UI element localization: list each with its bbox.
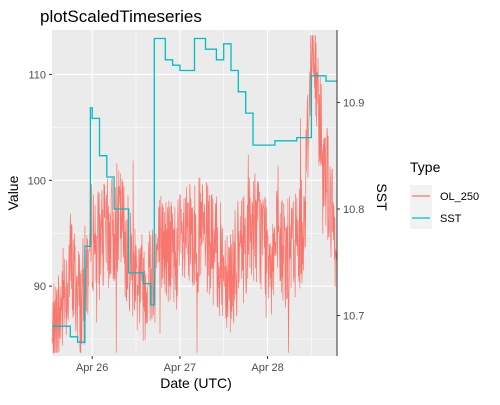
y2-axis-label: SST xyxy=(374,183,390,211)
axis-layer: 90 100 110 10.7 10.8 10.9 Apr 26 Apr 27 Apr 28 xyxy=(28,30,364,374)
y2-tick-label: 10.8 xyxy=(343,204,364,216)
y-axis-label: Value xyxy=(5,175,21,210)
chart-title: plotScaledTimeseries xyxy=(40,7,202,26)
series-line-sst xyxy=(52,37,337,343)
y2-tick-label: 10.9 xyxy=(343,97,364,109)
legend: Type OL_250 SST xyxy=(410,159,479,229)
y2-tick-label: 10.7 xyxy=(343,311,364,323)
x-tick-label: Apr 26 xyxy=(76,362,108,374)
y-tick-label: 100 xyxy=(28,175,46,187)
legend-label-ol250: OL_250 xyxy=(440,191,479,203)
y-tick-label: 90 xyxy=(34,281,46,293)
series-layer xyxy=(51,35,338,354)
legend-title: Type xyxy=(410,159,441,175)
legend-label-sst: SST xyxy=(440,213,462,225)
series-line-ol250 xyxy=(51,35,338,354)
x-tick-label: Apr 28 xyxy=(251,362,283,374)
x-tick-label: Apr 27 xyxy=(164,362,196,374)
x-axis-label: Date (UTC) xyxy=(160,375,232,391)
y-tick-label: 110 xyxy=(28,69,46,81)
